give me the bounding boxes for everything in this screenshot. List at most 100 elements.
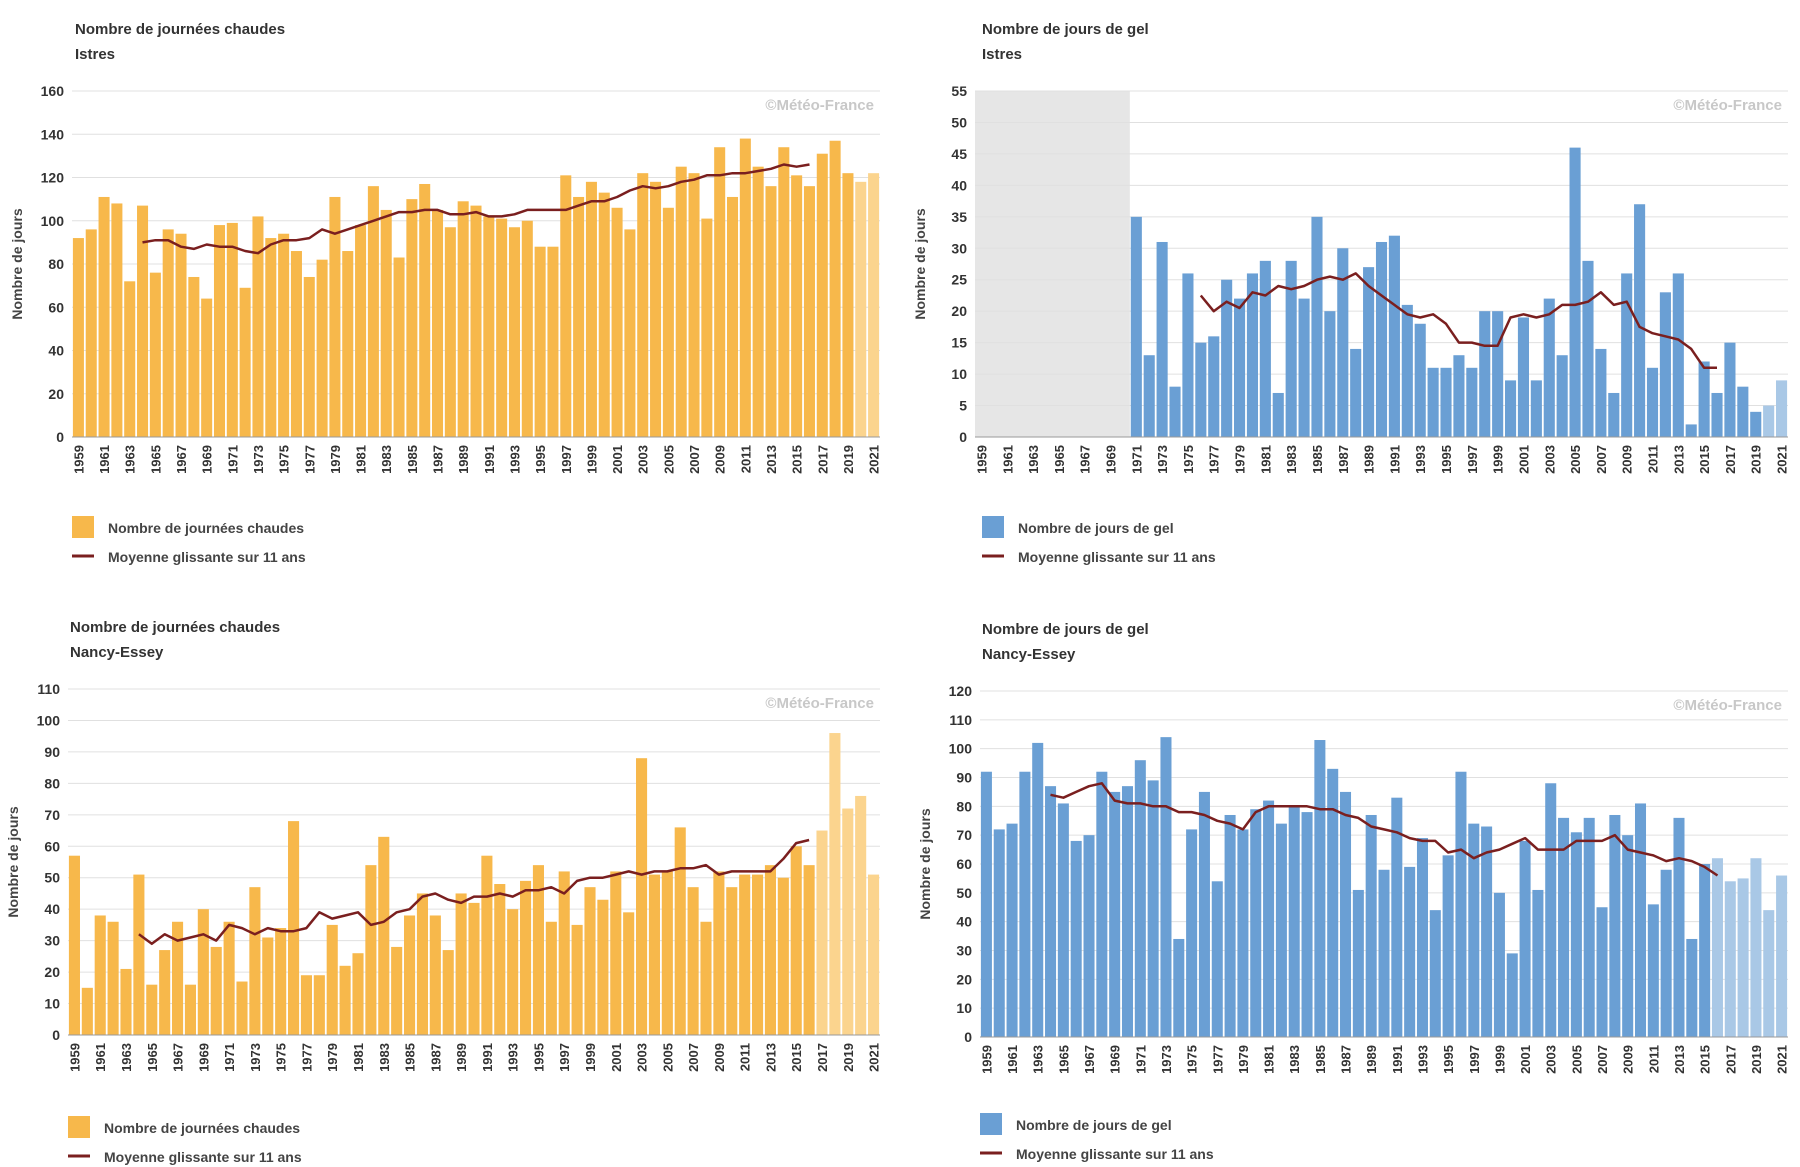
x-tick-label: 1967 <box>1082 1045 1097 1074</box>
bar-1999 <box>584 887 596 1035</box>
bar-1978 <box>313 975 325 1035</box>
y-tick-label: 70 <box>956 827 972 843</box>
bar-1977 <box>1211 881 1223 1037</box>
meteo-france-watermark: ©Météo-France <box>1673 97 1782 114</box>
bar-1971 <box>1130 216 1142 437</box>
x-tick-label: 1959 <box>974 445 989 474</box>
x-tick-label: 1963 <box>119 1043 134 1072</box>
bar-2012 <box>752 874 764 1035</box>
y-tick-label: 110 <box>949 712 972 728</box>
x-tick-label: 1977 <box>1207 445 1222 474</box>
y-tick-label: 50 <box>951 114 967 130</box>
bar-1963 <box>1032 742 1044 1037</box>
x-tick-label: 1977 <box>1210 1045 1225 1074</box>
bar-1959 <box>72 238 84 437</box>
x-tick-label: 2017 <box>815 445 830 474</box>
x-tick-label: 1959 <box>67 1043 82 1072</box>
bar-2008 <box>1608 392 1620 437</box>
x-tick-label: 1991 <box>1390 1045 1405 1074</box>
y-tick-label: 0 <box>964 1029 972 1045</box>
bar-1990 <box>470 205 482 437</box>
bar-2011 <box>739 874 751 1035</box>
x-tick-label: 2013 <box>764 445 779 474</box>
x-tick-label: 1983 <box>1284 445 1299 474</box>
bar-2019 <box>1750 858 1762 1037</box>
bar-1962 <box>111 203 123 437</box>
bar-1992 <box>1404 866 1416 1037</box>
bar-1999 <box>1493 892 1505 1037</box>
bar-2017 <box>1724 881 1736 1037</box>
bar-1980 <box>342 251 354 437</box>
x-tick-label: 1959 <box>71 445 86 474</box>
chart-title: Nombre de jours de gel <box>982 621 1149 638</box>
x-tick-label: 2011 <box>738 445 753 473</box>
y-tick-label: 10 <box>44 996 60 1012</box>
bar-1978 <box>1224 814 1236 1037</box>
bar-1975 <box>1182 273 1194 437</box>
bar-1987 <box>429 915 441 1035</box>
bar-1980 <box>339 965 351 1035</box>
bar-1968 <box>188 276 200 437</box>
bar-1964 <box>1045 786 1057 1037</box>
x-tick-label: 1961 <box>97 445 112 474</box>
bar-1976 <box>288 821 300 1035</box>
x-tick-label: 1979 <box>1236 1045 1251 1074</box>
bar-2020 <box>1763 405 1775 437</box>
y-tick-label: 90 <box>44 744 60 760</box>
bar-1991 <box>1391 797 1403 1037</box>
bar-2006 <box>1582 260 1594 437</box>
x-tick-label: 1993 <box>507 445 522 474</box>
chart-subtitle: Nancy-Essey <box>982 646 1076 663</box>
x-tick-label: 1989 <box>1364 1045 1379 1074</box>
bar-1972 <box>239 287 251 437</box>
y-tick-label: 45 <box>951 146 967 162</box>
bar-1969 <box>197 909 209 1035</box>
x-tick-label: 1975 <box>274 1043 289 1072</box>
x-tick-label: 1979 <box>328 445 343 474</box>
x-tick-label: 1989 <box>1362 445 1377 474</box>
legend-label-line: Moyenne glissante sur 11 ans <box>1018 549 1216 565</box>
x-tick-label: 2007 <box>687 445 702 474</box>
legend-label-bars: Nombre de jours de gel <box>1016 1117 1172 1133</box>
chart-panel-istres-gel: Nombre de jours de gel Istres 0 5 10 15 20 25 30… <box>900 0 1800 583</box>
bar-2018 <box>1737 386 1749 437</box>
bar-1975 <box>278 233 290 437</box>
y-tick-label: 20 <box>48 386 64 402</box>
x-tick-label: 2009 <box>1621 1045 1636 1074</box>
bar-2005 <box>1570 832 1582 1037</box>
bar-1977 <box>1208 336 1220 437</box>
x-tick-label: 1963 <box>1031 1045 1046 1074</box>
bar-1990 <box>1378 869 1390 1037</box>
bar-2017 <box>816 153 828 437</box>
bar-2000 <box>597 899 609 1035</box>
x-tick-label: 1965 <box>148 445 163 474</box>
bar-2010 <box>726 196 739 437</box>
x-tick-label: 1961 <box>1005 1045 1020 1074</box>
bar-1997 <box>558 871 570 1035</box>
bar-2021 <box>1775 380 1788 437</box>
bar-1991 <box>481 855 493 1035</box>
x-tick-label: 2001 <box>610 445 625 474</box>
bar-1997 <box>560 175 572 437</box>
x-tick-label: 2011 <box>1646 445 1661 473</box>
bar-2014 <box>1685 424 1697 437</box>
bar-1996 <box>1453 355 1465 437</box>
bar-1983 <box>1285 260 1297 437</box>
bar-1993 <box>508 227 520 437</box>
bar-2001 <box>610 871 622 1035</box>
chart-subtitle: Istres <box>75 46 115 63</box>
bar-2014 <box>778 147 790 437</box>
bar-1992 <box>494 884 506 1035</box>
bar-1993 <box>1414 323 1426 437</box>
bar-1960 <box>81 987 93 1035</box>
bar-2009 <box>1621 273 1633 437</box>
x-tick-label: 2019 <box>841 1043 856 1072</box>
x-tick-label: 1973 <box>1159 1045 1174 1074</box>
bar-2002 <box>1532 889 1544 1037</box>
legend-swatch-bars <box>68 1116 90 1138</box>
x-tick-label: 2005 <box>661 445 676 474</box>
x-tick-label: 1975 <box>1185 1045 1200 1074</box>
bar-1974 <box>1169 386 1181 437</box>
x-tick-label: 1981 <box>1262 1045 1277 1074</box>
bar-2016 <box>803 186 815 437</box>
